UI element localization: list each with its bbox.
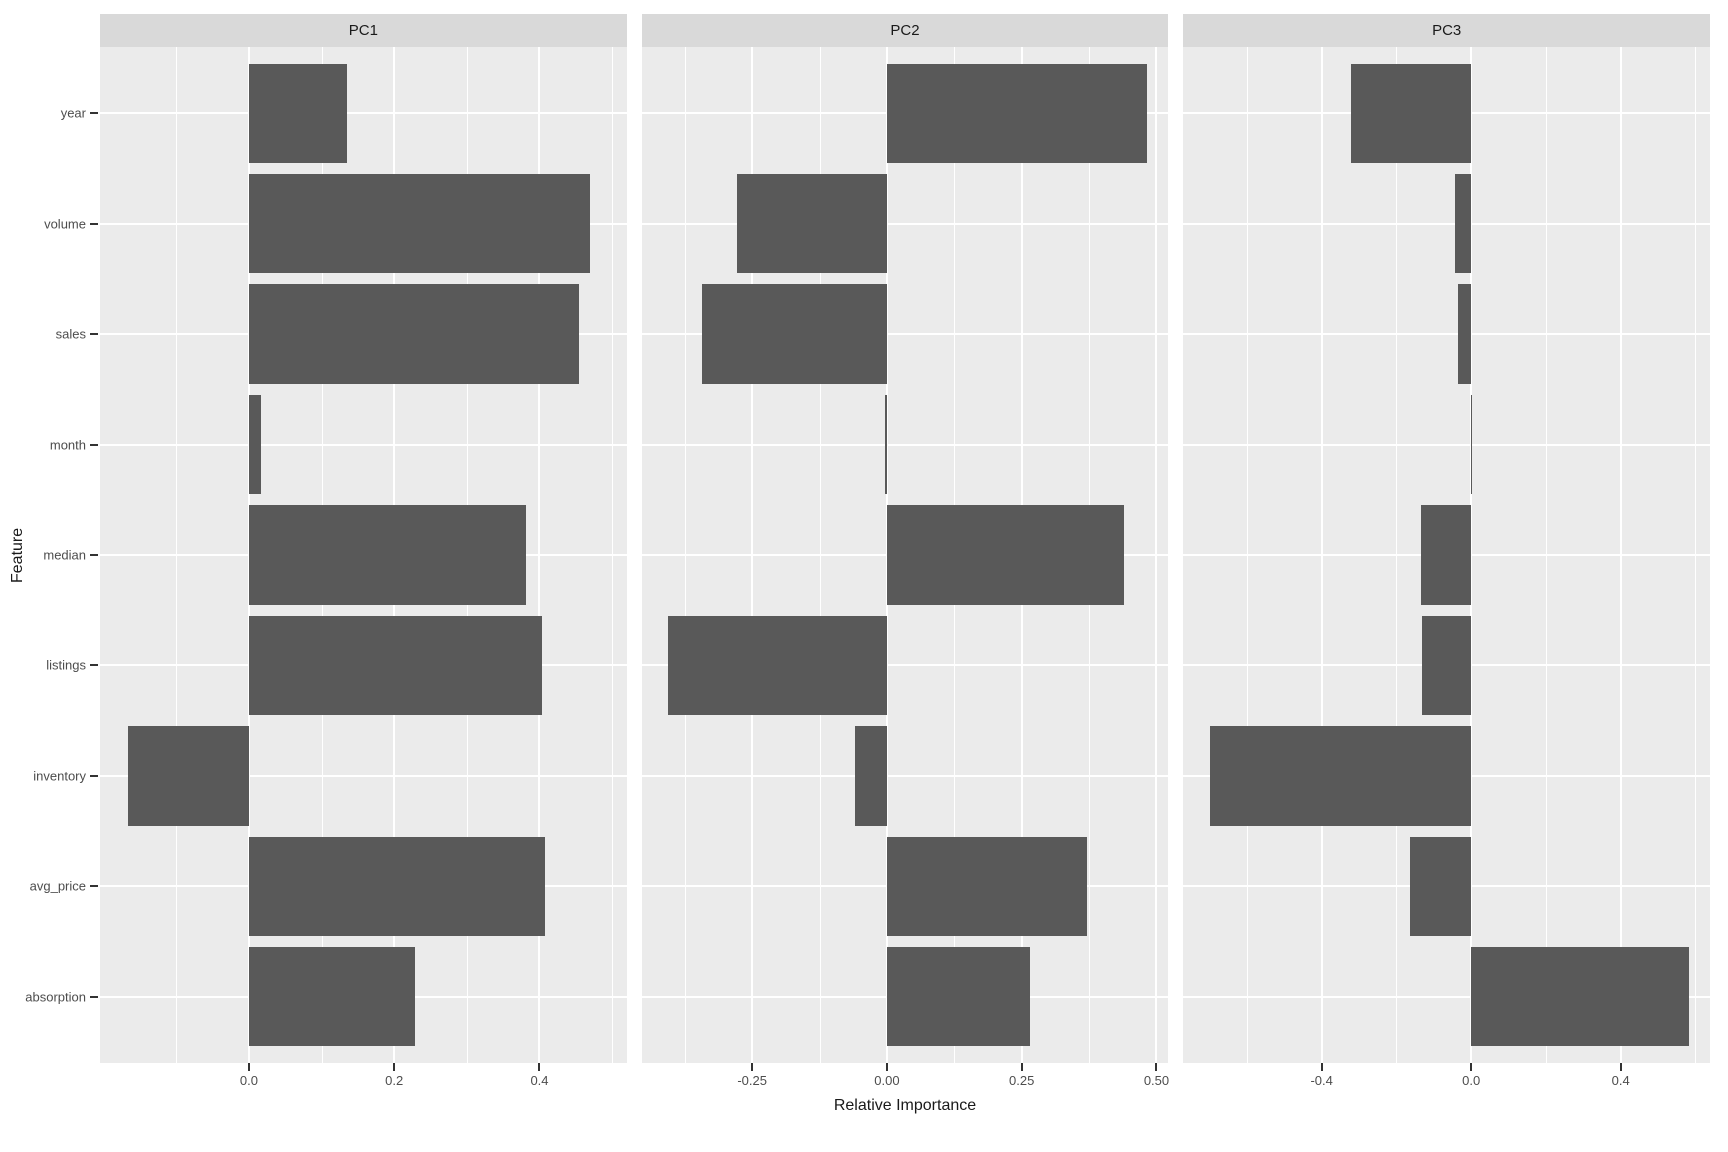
y-axis-label-listings: listings bbox=[46, 657, 86, 673]
bar-pc2-listings bbox=[667, 615, 887, 716]
x-axis-tick bbox=[1020, 1063, 1023, 1071]
panel-pc1 bbox=[100, 47, 627, 1063]
x-axis-tick-label: 0.2 bbox=[385, 1073, 404, 1088]
bar-pc1-median bbox=[248, 505, 527, 605]
x-axis-tick bbox=[538, 1063, 541, 1071]
y-axis-tick-inventory bbox=[90, 774, 98, 777]
gridline-category bbox=[1183, 443, 1711, 446]
gridline-category bbox=[100, 443, 627, 446]
bar-pc2-median bbox=[886, 505, 1124, 605]
y-axis: year volume sales month median listings invent… bbox=[25, 47, 100, 1063]
bar-pc3-volume bbox=[1455, 174, 1472, 274]
y-axis-tick-median bbox=[90, 554, 98, 556]
x-axis-tick-label: 0.50 bbox=[1143, 1073, 1170, 1088]
bar-pc1-listings bbox=[248, 615, 543, 716]
x-axis-tick bbox=[1470, 1063, 1473, 1071]
x-axis-tick-label: 0.0 bbox=[1462, 1073, 1481, 1088]
x-axis-tick-label: 0.4 bbox=[1611, 1073, 1630, 1088]
y-axis-label-month: month bbox=[49, 437, 86, 453]
facet-pc3: PC3 -0.4 0.0 0.4 bbox=[1183, 14, 1711, 1097]
bar-pc3-year bbox=[1351, 63, 1472, 163]
x-axis-tick-label: 0.4 bbox=[530, 1073, 549, 1088]
y-axis-label-sales: sales bbox=[55, 326, 86, 342]
x-axis-tick-label: 0.25 bbox=[1009, 1073, 1035, 1088]
x-axis-tick-label: 0.0 bbox=[239, 1073, 258, 1088]
bar-pc3-avg_price bbox=[1410, 836, 1472, 936]
y-axis-label-volume: volume bbox=[44, 216, 86, 232]
y-axis-tick-month bbox=[90, 443, 98, 446]
bar-pc3-month bbox=[1471, 394, 1473, 495]
bar-pc1-volume bbox=[248, 174, 591, 274]
x-axis-title-row: Relative Importance bbox=[100, 1097, 1710, 1123]
gridline-category bbox=[641, 664, 1169, 667]
x-axis-tick-label: -0.25 bbox=[737, 1073, 767, 1088]
bar-pc1-year bbox=[248, 63, 347, 163]
x-axis-pc2: -0.25 0.00 0.25 0.50 bbox=[642, 1063, 1169, 1097]
bar-pc2-sales bbox=[701, 284, 887, 384]
facet-pc2: PC2 -0.25 0.00 0.25 0.50 bbox=[641, 14, 1169, 1097]
bar-pc3-inventory bbox=[1210, 726, 1472, 826]
y-axis-tick-year bbox=[90, 112, 98, 115]
y-axis-label-absorption: absorption bbox=[25, 989, 86, 1005]
y-axis-tick-sales bbox=[90, 333, 98, 336]
bar-pc2-volume bbox=[737, 174, 887, 274]
y-axis-tick-absorption bbox=[90, 995, 98, 998]
bar-pc3-median bbox=[1421, 505, 1472, 605]
gridline-category bbox=[1183, 333, 1711, 336]
bar-pc1-month bbox=[248, 394, 261, 495]
x-axis-tick bbox=[393, 1063, 396, 1071]
gridline-category bbox=[100, 774, 627, 777]
x-axis-tick bbox=[885, 1063, 888, 1071]
bar-pc1-avg_price bbox=[248, 836, 545, 936]
x-axis-tick bbox=[1320, 1063, 1323, 1071]
strip-label-pc2: PC2 bbox=[641, 14, 1169, 47]
bar-pc3-absorption bbox=[1471, 947, 1690, 1047]
bar-pc3-sales bbox=[1458, 284, 1472, 384]
bar-pc2-month bbox=[885, 394, 887, 495]
x-axis-tick bbox=[751, 1063, 754, 1071]
strip-label-pc3: PC3 bbox=[1183, 14, 1711, 47]
bar-pc1-sales bbox=[248, 284, 580, 384]
bar-pc2-year bbox=[886, 63, 1148, 163]
bar-pc2-avg_price bbox=[886, 836, 1088, 936]
y-axis-tick-volume bbox=[90, 222, 98, 225]
gridline-category bbox=[1183, 222, 1711, 225]
panel-pc2 bbox=[641, 47, 1169, 1063]
bar-pc2-absorption bbox=[886, 947, 1030, 1047]
gridline-category bbox=[641, 333, 1169, 336]
y-axis-title: Feature bbox=[9, 527, 26, 583]
x-axis-tick bbox=[247, 1063, 250, 1071]
bar-pc3-listings bbox=[1421, 615, 1472, 716]
y-axis-label-year: year bbox=[60, 105, 86, 121]
plot-layout: year volume sales month median listings invent… bbox=[25, 14, 1711, 1123]
bar-pc2-inventory bbox=[855, 726, 887, 826]
strip-label-pc1: PC1 bbox=[100, 14, 627, 47]
x-axis-tick-label: -0.4 bbox=[1310, 1073, 1333, 1088]
bar-pc1-absorption bbox=[248, 947, 415, 1047]
y-axis-label-avg_price: avg_price bbox=[29, 878, 86, 894]
y-axis-tick-listings bbox=[90, 664, 98, 667]
x-axis-tick bbox=[1619, 1063, 1622, 1071]
gridline-category bbox=[1183, 995, 1711, 998]
y-axis-tick-avg_price bbox=[90, 885, 98, 888]
facet-pc1: PC1 0.0 0.2 0.4 bbox=[100, 14, 627, 1097]
y-axis-label-inventory: inventory bbox=[33, 768, 86, 784]
facet-panels: PC1 0.0 0.2 0.4 PC2 -0.25 0.00 0.25 0.50 PC3 -0.4 0… bbox=[100, 14, 1711, 1097]
y-axis-label-median: median bbox=[43, 547, 86, 563]
x-axis-pc3: -0.4 0.0 0.4 bbox=[1183, 1063, 1710, 1097]
x-axis-pc1: 0.0 0.2 0.4 bbox=[100, 1063, 627, 1097]
gridline-category bbox=[641, 774, 1169, 777]
plot-content: year volume sales month median listings invent… bbox=[25, 14, 1711, 1097]
x-axis-tick-label: 0.00 bbox=[874, 1073, 900, 1088]
panel-pc3 bbox=[1183, 47, 1711, 1063]
gridline-category bbox=[100, 112, 627, 115]
x-axis-tick bbox=[1155, 1063, 1158, 1071]
bar-pc1-inventory bbox=[127, 726, 249, 826]
gridline-category bbox=[641, 443, 1169, 446]
x-axis-title: Relative Importance bbox=[833, 1097, 977, 1114]
gridline-category bbox=[641, 222, 1169, 225]
